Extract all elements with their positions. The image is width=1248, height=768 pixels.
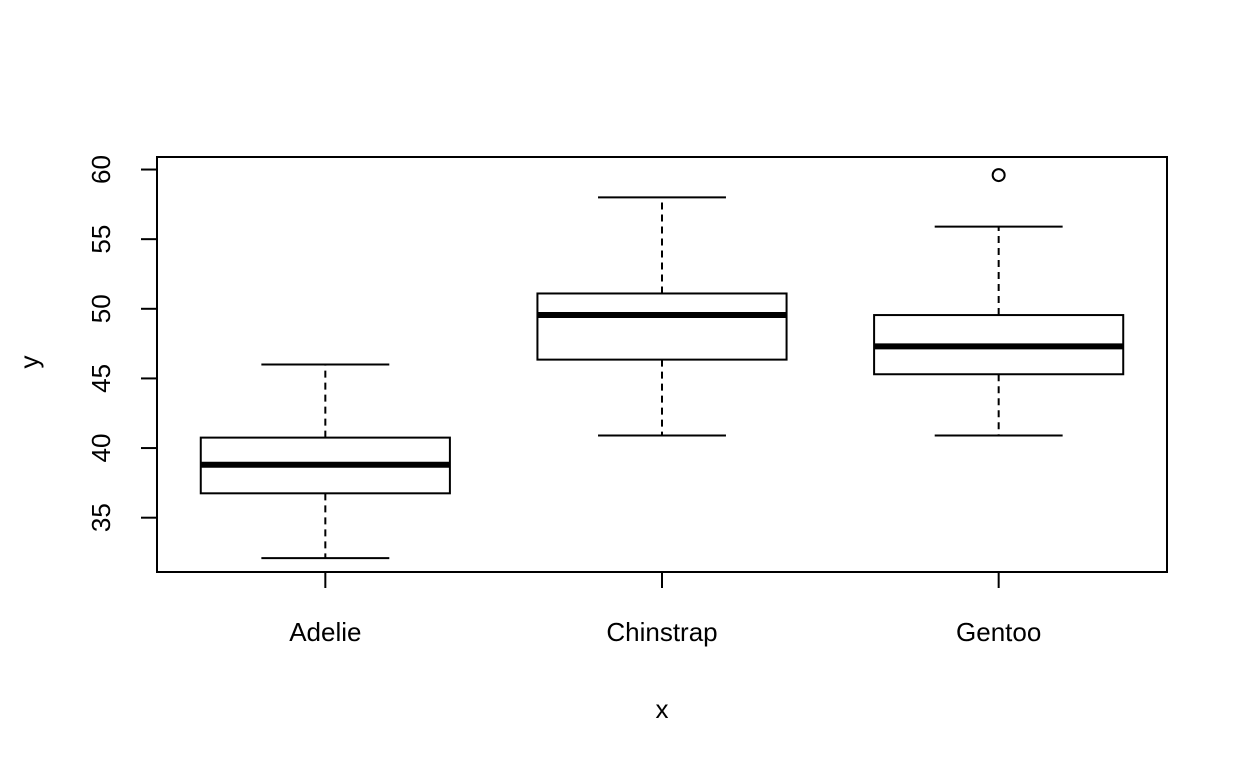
y-axis-label: y (14, 356, 44, 369)
x-tick-label: Adelie (289, 617, 361, 647)
box-chinstrap (536, 196, 788, 437)
y-tick-label: 55 (86, 225, 116, 254)
x-tick-label: Chinstrap (606, 617, 717, 647)
x-axis-label: x (656, 694, 669, 724)
y-axis: 35 40 45 50 55 60 (86, 155, 158, 532)
box-adelie (199, 363, 451, 560)
y-tick-label: 50 (86, 294, 116, 323)
y-tick-label: 35 (86, 503, 116, 532)
box-gentoo (873, 168, 1125, 437)
y-tick-label: 45 (86, 364, 116, 393)
y-tick-label: 60 (86, 155, 116, 184)
boxes-layer (199, 168, 1125, 560)
x-axis: Adelie Chinstrap Gentoo (289, 572, 1041, 647)
outlier-point (991, 168, 1006, 183)
iqr-box (536, 292, 788, 361)
x-tick-label: Gentoo (956, 617, 1041, 647)
y-tick-label: 40 (86, 434, 116, 463)
